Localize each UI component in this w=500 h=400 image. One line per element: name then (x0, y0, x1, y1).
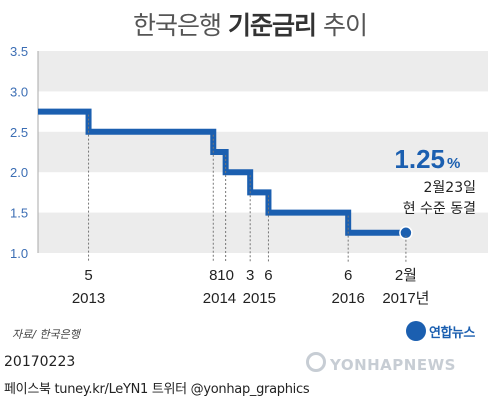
footer-social: 페이스북 tuney.kr/LeYN1 트위터 @yonhap_graphics (4, 382, 310, 397)
y-tick-label: 2.5 (10, 125, 28, 140)
date-code: 20170223 (4, 354, 76, 370)
watermark: YONHAPNEWS (330, 356, 456, 374)
annotation-unit: % (447, 155, 460, 172)
annotation-note: 현 수준 동결 (403, 201, 476, 217)
y-tick-label: 3.5 (10, 44, 28, 59)
grid-band (38, 51, 488, 92)
x-tick-month: 6 (264, 267, 272, 284)
title-bold: 기준금리 (227, 11, 317, 40)
x-tick-month: 8 (209, 267, 217, 284)
end-point-marker (399, 226, 413, 240)
yonhap-logo: 연합뉴스 (406, 318, 475, 344)
chart-title: 한국은행 기준금리 추이 (0, 6, 500, 42)
y-tick-label: 1.5 (10, 206, 28, 221)
x-tick-year: 2013 (72, 290, 105, 307)
x-tick-year: 2016 (331, 290, 364, 307)
annotation-date: 2월23일 (424, 180, 476, 196)
x-tick-month: 6 (344, 267, 352, 284)
y-tick-label: 2.0 (10, 165, 28, 180)
x-tick-month: 3 (246, 267, 254, 284)
title-prefix: 한국은행 (133, 11, 228, 40)
x-tick-year: 2014 (203, 290, 236, 307)
x-tick-month: 10 (217, 267, 234, 284)
source-label: 자료/ 한국은행 (12, 328, 80, 341)
grid-band (38, 212, 488, 253)
logo-text: 연합뉴스 (429, 325, 475, 341)
y-tick-label: 3.0 (10, 84, 28, 99)
annotation-value: 1.25 (394, 144, 445, 174)
x-tick-year: 2015 (243, 290, 276, 307)
x-tick-year: 2017년 (382, 290, 429, 307)
grid-band (38, 131, 488, 173)
x-tick-month: 5 (84, 267, 92, 284)
yonhap-logo-icon (406, 321, 426, 341)
title-suffix: 추이 (316, 11, 368, 40)
rate-step-line (38, 108, 406, 236)
x-tick-month: 2월 (395, 267, 417, 284)
watermark-icon (306, 352, 326, 372)
y-tick-label: 1.0 (10, 246, 28, 261)
